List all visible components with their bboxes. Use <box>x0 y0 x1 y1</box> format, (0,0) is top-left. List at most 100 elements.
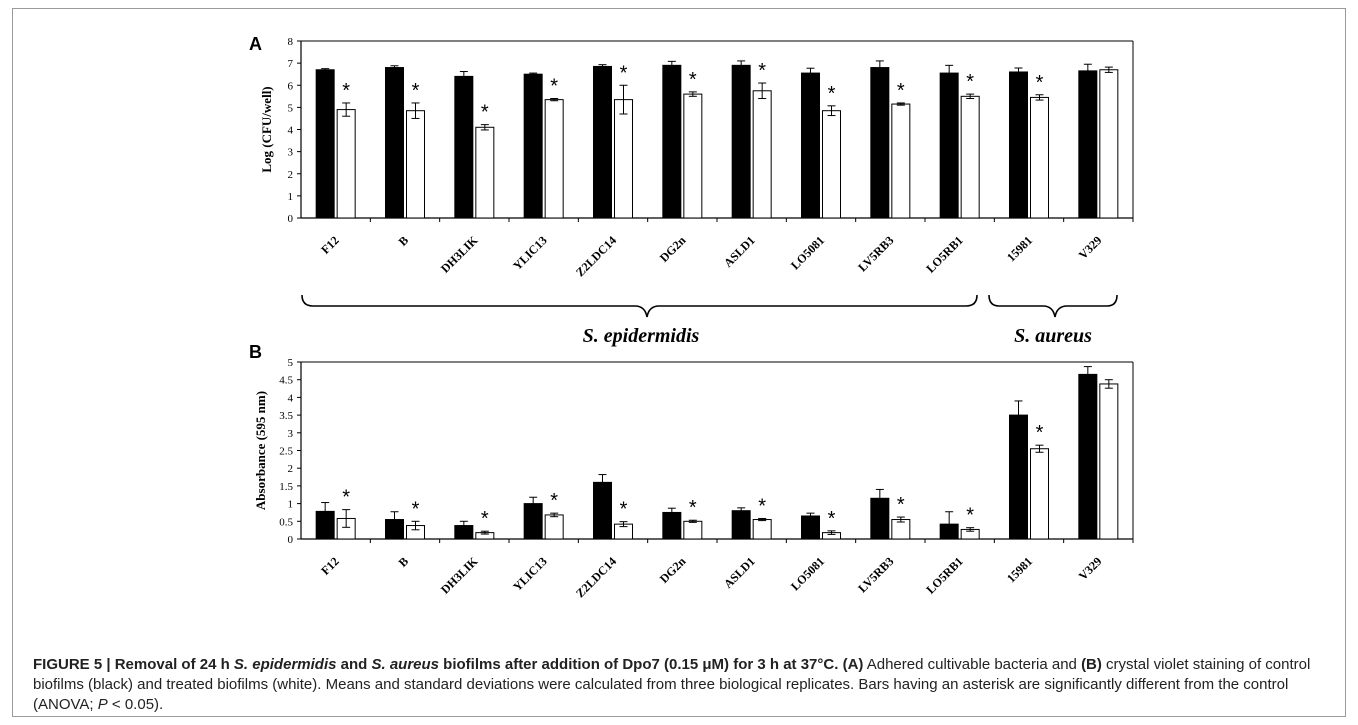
y-tick-label: 7 <box>288 58 294 70</box>
significance-asterisk: * <box>412 498 420 520</box>
caption-lead-suffix: biofilms after addition of Dpo7 (0.15 μM… <box>439 656 839 673</box>
y-tick-label: 1.5 <box>279 481 293 493</box>
panel-tag-a: A <box>249 34 262 54</box>
y-tick-label: 2 <box>288 169 294 181</box>
bar-control <box>593 65 612 219</box>
category-label: Z2LDC14 <box>573 554 619 600</box>
y-tick-label: 0.5 <box>279 516 293 528</box>
bar-treated <box>683 93 703 219</box>
brace-s-aureus <box>988 294 1118 318</box>
bar-treated <box>544 99 564 219</box>
caption-lead-prefix: FIGURE 5 | Removal of 24 h <box>33 656 234 673</box>
y-tick-label: 2.5 <box>279 446 293 458</box>
species-braces: S. epidermidis S. aureus <box>301 294 1118 347</box>
y-tick-label: 3 <box>288 147 294 159</box>
significance-asterisk: * <box>897 494 905 516</box>
significance-asterisk: * <box>550 76 558 98</box>
bar-treated <box>336 109 356 219</box>
y-tick-label: 2 <box>288 463 294 475</box>
significance-asterisk: * <box>412 80 420 102</box>
bar-control <box>1009 71 1028 219</box>
category-label: DH3LIK <box>438 554 481 597</box>
y-tick-label: 6 <box>288 80 294 92</box>
significance-asterisk: * <box>966 71 974 93</box>
category-label: B <box>396 233 412 249</box>
significance-asterisk: * <box>828 83 836 105</box>
y-tick-label: 4.5 <box>279 375 293 387</box>
category-label: DG2n <box>657 554 689 586</box>
significance-asterisk: * <box>1036 72 1044 94</box>
y-tick-label: 4 <box>288 392 294 404</box>
bar-control <box>801 515 820 540</box>
category-label: LO5RB1 <box>923 233 965 275</box>
category-label: B <box>396 554 412 570</box>
bar-control <box>939 72 959 219</box>
y-tick-label: 3 <box>288 428 294 440</box>
significance-asterisk: * <box>481 102 489 124</box>
panel-tag-b: B <box>249 342 262 362</box>
category-label: LO5RB1 <box>923 554 965 596</box>
bar-treated <box>1099 69 1119 219</box>
category-label: ASLD1 <box>721 554 758 591</box>
category-label: V329 <box>1076 554 1105 583</box>
y-tick-label: 1 <box>288 191 294 203</box>
significance-asterisk: * <box>620 62 628 84</box>
caption-p-italic: P <box>97 696 108 713</box>
category-label: DH3LIK <box>438 233 481 276</box>
category-label: F12 <box>318 554 342 578</box>
significance-asterisk: * <box>342 487 350 509</box>
caption-panel-b-ref: (B) <box>1081 656 1102 673</box>
category-label: LV5RB3 <box>855 233 896 274</box>
panel-b-chart: B 0 0.5 1 1.5 2 2.5 3 3.5 4 4.5 5 Absorbance (595 nm… <box>249 342 1134 600</box>
bar-control <box>523 73 543 219</box>
panel-a-chart: A 0 1 2 3 4 5 6 7 8 Log (CFU/well) * F12 * B * DH3LIK * YL… <box>249 34 1134 279</box>
y-axis-label: Absorbance (595 nm) <box>253 391 268 510</box>
bar-treated <box>475 126 495 219</box>
bar-control <box>315 69 335 219</box>
significance-asterisk: * <box>1036 422 1044 444</box>
category-label: F12 <box>318 233 342 257</box>
brace-s-epidermidis <box>301 294 978 318</box>
significance-asterisk: * <box>897 80 905 102</box>
bar-treated <box>752 90 772 219</box>
category-label: YLIC13 <box>510 554 550 594</box>
bar-control <box>1078 70 1098 219</box>
bar-treated <box>752 519 772 540</box>
bar-control <box>1078 373 1098 540</box>
category-label: LV5RB3 <box>855 554 896 595</box>
caption-lead-saur: S. aureus <box>371 656 440 673</box>
caption-text-end: < 0.05). <box>107 696 164 713</box>
bar-control <box>1009 414 1028 540</box>
figure-canvas: A 0 1 2 3 4 5 6 7 8 Log (CFU/well) * F12 * B * DH3LIK * YL… <box>249 34 1134 600</box>
caption-lead-and: and <box>336 656 372 673</box>
bar-control <box>731 510 751 540</box>
category-label: YLIC13 <box>510 233 550 273</box>
bar-treated <box>1099 383 1119 540</box>
bar-control <box>731 64 751 219</box>
bar-treated <box>406 110 425 219</box>
bar-treated <box>614 99 633 219</box>
figure-frame: A 0 1 2 3 4 5 6 7 8 Log (CFU/well) * F12 * B * DH3LIK * YL… <box>12 8 1346 717</box>
caption-panel-a-ref: (A) <box>842 656 864 673</box>
category-label: DG2n <box>657 233 689 265</box>
bar-treated <box>683 520 703 540</box>
significance-asterisk: * <box>620 499 628 521</box>
caption-text-a: Adhered cultivable bacteria and <box>863 656 1082 673</box>
bar-treated <box>960 95 980 219</box>
significance-asterisk: * <box>828 508 836 530</box>
y-tick-label: 5 <box>288 102 294 114</box>
bar-control <box>662 64 682 219</box>
bar-treated <box>1030 448 1049 540</box>
significance-asterisk: * <box>342 80 350 102</box>
bar-treated <box>822 110 841 219</box>
y-tick-label: 5 <box>288 357 294 369</box>
bar-control <box>801 72 820 219</box>
significance-asterisk: * <box>550 490 558 512</box>
category-label: V329 <box>1076 233 1105 262</box>
bar-control <box>870 67 890 219</box>
caption-text-b: crystal violet staining of control biofi… <box>33 656 1311 713</box>
category-label: 15981 <box>1004 554 1035 585</box>
bar-treated <box>1030 96 1049 219</box>
bar-treated <box>544 514 564 540</box>
y-tick-label: 3.5 <box>279 410 293 422</box>
